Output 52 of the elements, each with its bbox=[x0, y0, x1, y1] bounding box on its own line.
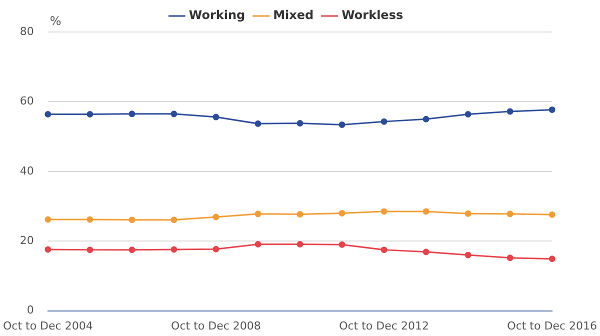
point bbox=[380, 118, 388, 125]
point bbox=[254, 240, 262, 248]
point bbox=[86, 216, 94, 223]
y-tick-label: 80 bbox=[20, 24, 34, 38]
point bbox=[128, 216, 136, 224]
point bbox=[296, 120, 304, 127]
point bbox=[44, 246, 52, 253]
point bbox=[338, 210, 346, 216]
point bbox=[296, 211, 304, 218]
point bbox=[338, 121, 346, 128]
point bbox=[338, 241, 346, 248]
point bbox=[128, 246, 136, 254]
point bbox=[422, 248, 430, 256]
x-tick-label: Oct to Dec 2016 bbox=[507, 319, 598, 332]
x-tick-label: Oct to Dec 2008 bbox=[171, 319, 261, 332]
point bbox=[296, 240, 304, 248]
y-tick-label: 40 bbox=[20, 164, 34, 178]
y-tick-label: 20 bbox=[20, 234, 34, 247]
y-tick-label: 60 bbox=[20, 94, 34, 108]
point bbox=[506, 210, 514, 218]
point bbox=[128, 110, 136, 118]
point bbox=[464, 210, 472, 217]
point bbox=[212, 246, 220, 252]
point bbox=[380, 246, 388, 254]
point bbox=[170, 110, 178, 118]
point bbox=[506, 254, 514, 262]
point bbox=[170, 246, 178, 253]
x-tick-label: Oct to Dec 2004 bbox=[2, 319, 93, 332]
point bbox=[170, 216, 178, 224]
x-tick-label: Oct to Dec 2012 bbox=[339, 319, 429, 332]
point bbox=[464, 110, 472, 118]
point bbox=[254, 120, 262, 127]
point bbox=[548, 106, 556, 113]
y-tick-label: 0 bbox=[26, 304, 34, 317]
legend-label: Workless bbox=[342, 8, 404, 22]
legend-label: Working bbox=[188, 8, 246, 22]
point bbox=[44, 216, 52, 223]
point bbox=[44, 110, 52, 118]
point bbox=[548, 256, 556, 262]
y-axis-title: % bbox=[50, 14, 62, 28]
point bbox=[422, 116, 430, 122]
point bbox=[506, 108, 514, 115]
point bbox=[212, 114, 220, 120]
point bbox=[422, 208, 430, 215]
point bbox=[86, 246, 94, 254]
legend-label: Mixed bbox=[273, 8, 314, 22]
point bbox=[464, 252, 472, 258]
point bbox=[254, 210, 262, 218]
point bbox=[86, 110, 94, 118]
point bbox=[548, 211, 556, 218]
point bbox=[380, 208, 388, 215]
point bbox=[212, 214, 220, 220]
